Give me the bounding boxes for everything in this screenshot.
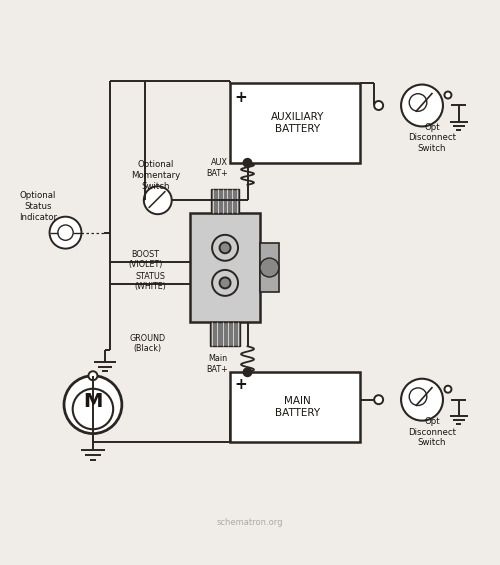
Text: Main
BAT+: Main BAT+	[206, 354, 228, 374]
Text: BOOST: BOOST	[132, 250, 160, 259]
Circle shape	[212, 235, 238, 261]
Text: AUX
BAT+: AUX BAT+	[206, 158, 228, 178]
Circle shape	[244, 368, 252, 376]
Circle shape	[244, 159, 252, 167]
Circle shape	[64, 376, 122, 433]
Circle shape	[401, 85, 443, 127]
Text: schematron.org: schematron.org	[217, 518, 283, 527]
Text: MAIN
BATTERY: MAIN BATTERY	[275, 396, 320, 418]
Circle shape	[374, 395, 383, 404]
Text: (WHITE): (WHITE)	[134, 282, 166, 291]
Circle shape	[220, 242, 230, 253]
Text: Opt
Disconnect
Switch: Opt Disconnect Switch	[408, 417, 456, 447]
Text: Optional
Status
Indicator: Optional Status Indicator	[19, 192, 57, 222]
Bar	[210, 323, 240, 346]
Bar	[211, 189, 239, 212]
Circle shape	[72, 389, 113, 429]
Circle shape	[409, 94, 427, 111]
Circle shape	[374, 101, 383, 110]
Text: +: +	[234, 89, 248, 105]
Circle shape	[401, 379, 443, 420]
Text: GROUND: GROUND	[130, 334, 166, 344]
Bar	[230, 372, 360, 442]
Text: (Black): (Black)	[134, 344, 162, 353]
Circle shape	[220, 277, 230, 288]
Text: AUXILIARY
BATTERY: AUXILIARY BATTERY	[271, 112, 324, 134]
Circle shape	[212, 270, 238, 296]
Bar	[260, 244, 279, 292]
Text: (VIOLET): (VIOLET)	[128, 260, 162, 269]
Text: +: +	[234, 377, 248, 392]
Circle shape	[58, 225, 73, 240]
Text: Optional
Momentary
Switch: Optional Momentary Switch	[130, 160, 180, 190]
Circle shape	[444, 92, 452, 98]
Text: Opt
Disconnect
Switch: Opt Disconnect Switch	[408, 123, 456, 153]
Circle shape	[260, 258, 279, 277]
Circle shape	[88, 371, 98, 380]
Circle shape	[144, 186, 172, 214]
Circle shape	[409, 388, 427, 406]
Circle shape	[50, 217, 82, 249]
Bar	[190, 212, 260, 323]
Circle shape	[444, 386, 452, 393]
Text: M: M	[83, 392, 102, 411]
Bar	[230, 83, 360, 163]
Text: STATUS: STATUS	[136, 272, 166, 281]
